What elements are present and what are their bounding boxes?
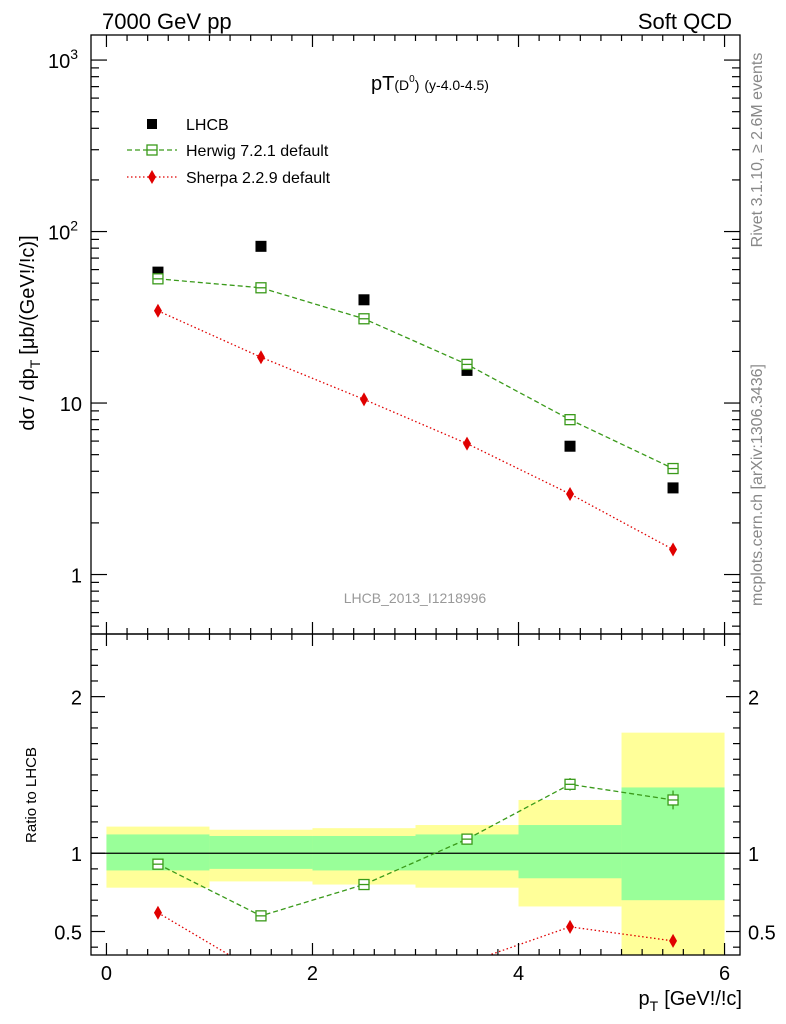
y-tick-label-ratio-left: 0.5 (54, 923, 82, 945)
title-sup: 0 (409, 74, 415, 85)
ratio-point-s2-3 (463, 956, 471, 970)
y-tick-label-ratio-right: 0.5 (748, 923, 776, 945)
point-s0-0 (152, 266, 164, 278)
rivet-label: Rivet 3.1.10, ≥ 2.6M events (749, 53, 766, 248)
ratio-line-1 (157, 783, 674, 917)
title-range: (y-4.0-4.5) (424, 77, 489, 93)
x-tick-label: 0 (101, 963, 112, 985)
tick-labels: 0 2 4 6 1 10 102 103 0.5 0.5 1 1 2 2 (48, 46, 776, 985)
y-label-main: dσ / dp (17, 368, 39, 430)
y-tick-label-ratio-left: 2 (71, 688, 82, 710)
legend-label-sherpa: Sherpa 2.2.9 default (186, 170, 331, 187)
point-s0-5 (667, 482, 679, 494)
point-s2-0 (153, 303, 162, 318)
ratio-line-2 (157, 912, 674, 955)
legend: LHCB Herwig 7.2.1 default Sherpa 2.2.9 d… (127, 117, 331, 187)
ratio-series (152, 778, 679, 981)
y-axis-label-ratio: Ratio to LHCB (23, 747, 40, 843)
header-right: Soft QCD (638, 9, 732, 34)
analysis-watermark: LHCB_2013_I1218996 (344, 590, 487, 606)
y-tick-label-ratio-left: 1 (71, 844, 82, 866)
point-s2-3 (463, 436, 472, 451)
x-tick-label: 4 (513, 963, 524, 985)
series-line-2 (157, 310, 674, 551)
legend-label-herwig: Herwig 7.2.1 default (186, 143, 329, 160)
legend-marker-sherpa (148, 170, 156, 184)
y-tick-label-top: 1 (71, 566, 82, 588)
point-s0-4 (564, 440, 576, 452)
y-axis-label-top: dσ / dpT [μb/(GeV!/!c)] (17, 235, 43, 430)
x-label-unit: [GeV!/!c] (664, 988, 742, 1010)
point-s2-1 (256, 350, 265, 365)
y-tick-label-top: 102 (48, 218, 78, 245)
uncertainty-bands (106, 732, 725, 955)
ratio-point-s2-4 (566, 919, 575, 934)
y-tick-label-ratio-right: 1 (748, 844, 759, 866)
y-label-sub: T (27, 359, 43, 368)
legend-entry-lhcb: LHCB (147, 117, 229, 134)
point-s0-1 (255, 240, 267, 252)
plot-title: pT(D0) (y-4.0-4.5) (371, 73, 489, 95)
ratio-point-s2-2 (360, 962, 368, 976)
legend-entry-sherpa: Sherpa 2.2.9 default (127, 170, 331, 187)
legend-entry-herwig: Herwig 7.2.1 default (127, 143, 329, 160)
x-tick-label: 2 (307, 963, 318, 985)
main-series (152, 240, 679, 557)
title-main: pT (371, 73, 394, 95)
mcplots-label: mcplots.cern.ch [arXiv:1306.3436] (749, 364, 766, 606)
x-label-sub: T (650, 998, 659, 1014)
x-tick-label: 6 (719, 963, 730, 985)
band-inner-1 (209, 835, 313, 869)
y-label-unit: [μb/(GeV!/!c)] (17, 235, 39, 354)
y-tick-label-ratio-right: 2 (748, 688, 759, 710)
title-particle: D (399, 77, 409, 93)
point-s2-5 (669, 542, 678, 557)
title-paren-close: ) (415, 77, 420, 93)
legend-label-lhcb: LHCB (186, 117, 229, 134)
ratio-point-s2-0 (153, 905, 162, 920)
x-axis-label: pT [GeV!/!c] (639, 988, 743, 1014)
ratio-point-s2-1 (257, 967, 265, 981)
title-paren-open: ( (394, 77, 399, 93)
axis-ticks (91, 35, 740, 955)
legend-marker-lhcb (147, 119, 157, 129)
series-line-1 (157, 278, 674, 470)
point-s2-4 (566, 486, 575, 501)
point-s0-3 (461, 364, 473, 376)
header-left: 7000 GeV pp (102, 9, 232, 34)
x-label-main: p (639, 988, 650, 1010)
y-tick-label-top: 10 (60, 394, 82, 416)
point-s0-2 (358, 294, 370, 306)
y-tick-label-top: 103 (48, 46, 78, 73)
ratio-point-s2-5 (669, 933, 678, 948)
band-inner-4 (518, 825, 622, 879)
point-s2-2 (359, 392, 368, 407)
